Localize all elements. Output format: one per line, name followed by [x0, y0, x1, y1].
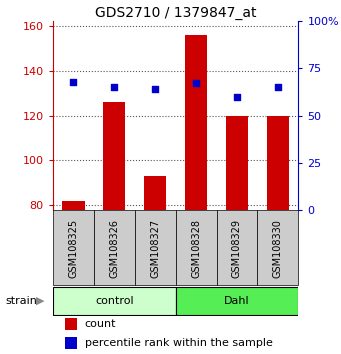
- Text: count: count: [85, 319, 116, 329]
- Text: GSM108330: GSM108330: [273, 219, 283, 278]
- Text: Dahl: Dahl: [224, 296, 250, 306]
- FancyBboxPatch shape: [53, 210, 94, 285]
- Bar: [144, 176, 166, 210]
- FancyBboxPatch shape: [217, 210, 257, 285]
- Bar: [103, 102, 125, 210]
- Title: GDS2710 / 1379847_at: GDS2710 / 1379847_at: [95, 6, 256, 20]
- Text: percentile rank within the sample: percentile rank within the sample: [85, 338, 273, 348]
- Bar: [62, 201, 85, 210]
- Point: [152, 86, 158, 92]
- Bar: [185, 35, 207, 210]
- Point: [193, 81, 199, 86]
- Text: GSM108328: GSM108328: [191, 219, 201, 278]
- Text: GSM108325: GSM108325: [68, 219, 78, 278]
- Point: [275, 84, 281, 90]
- Bar: [65, 337, 77, 349]
- FancyBboxPatch shape: [257, 210, 298, 285]
- Bar: [226, 115, 248, 210]
- FancyBboxPatch shape: [135, 210, 176, 285]
- Point: [71, 79, 76, 84]
- FancyBboxPatch shape: [176, 210, 217, 285]
- FancyBboxPatch shape: [53, 287, 176, 315]
- Text: ▶: ▶: [36, 296, 44, 306]
- Bar: [267, 115, 289, 210]
- Text: GSM108326: GSM108326: [109, 219, 119, 278]
- Bar: [65, 318, 77, 330]
- Text: GSM108327: GSM108327: [150, 219, 160, 278]
- Point: [112, 84, 117, 90]
- Text: strain: strain: [5, 296, 37, 306]
- Text: GSM108329: GSM108329: [232, 219, 242, 278]
- Point: [234, 94, 240, 99]
- FancyBboxPatch shape: [94, 210, 135, 285]
- Text: control: control: [95, 296, 134, 306]
- FancyBboxPatch shape: [176, 287, 298, 315]
